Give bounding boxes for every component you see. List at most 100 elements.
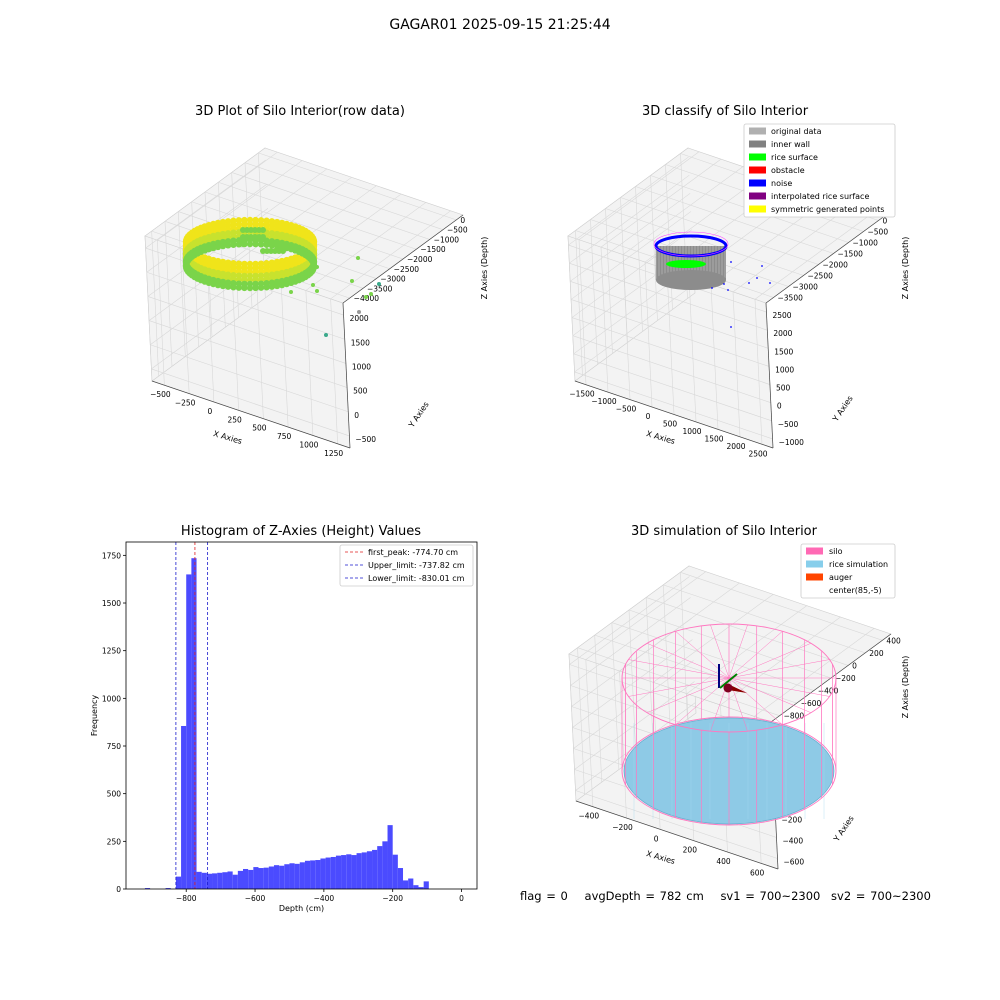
plot4-z-tick: −600: [801, 699, 822, 708]
histogram-bar: [273, 865, 280, 889]
sv1-value: sv1 = 700~2300: [720, 889, 821, 903]
plot1-ring-point: [241, 284, 248, 292]
plot1-ring-point: [263, 284, 270, 291]
plot2-y-tick: 0: [777, 402, 782, 411]
plot1-z-tick: −2000: [407, 255, 433, 264]
histogram-x-tick: 0: [459, 894, 464, 903]
plot1-ring-point: [224, 242, 232, 249]
plot2-noise-point: [711, 287, 713, 289]
plot2-noise-point: [756, 277, 758, 279]
plot1-y-axis: [342, 302, 351, 449]
plot1-grid-x: [280, 282, 289, 428]
plot2-legend-label: noise: [771, 179, 792, 188]
histogram-bar: [237, 870, 243, 889]
plot2-legend-label: original data: [771, 127, 822, 136]
plot1-grid-z: [218, 181, 417, 250]
histogram-bar: [346, 854, 352, 889]
plot4-silo-roof-wire: [675, 677, 730, 725]
histogram-y-label: Frequency: [90, 695, 99, 737]
plot1-grid-z: [258, 152, 457, 221]
plot4-grid-z: [680, 572, 688, 720]
plot2-grid-z: [575, 230, 583, 376]
plot1-grid-y: [146, 271, 345, 340]
plot4-legend-label: rice simulation: [829, 560, 888, 569]
plot2-rice-surface: [666, 260, 706, 268]
histogram-bar: [377, 846, 383, 889]
plot4-x-tick: 200: [683, 846, 698, 855]
plot4-y-tick: −400: [783, 837, 804, 846]
plot1-x-label: X Axies: [212, 429, 243, 446]
plot4-silo-roof-wire: [728, 677, 783, 725]
plot2-y-tick: −500: [778, 420, 799, 429]
histogram-bar: [243, 868, 249, 889]
plot2-z-tick: −1000: [853, 239, 879, 248]
plot2-x-tick: −500: [616, 405, 637, 414]
plot4-legend-label: center(85,-5): [829, 586, 882, 595]
plot4-x-tick: −200: [612, 823, 633, 832]
plot4-y-tick: −200: [782, 816, 803, 825]
histogram-bar: [403, 880, 409, 889]
plot4-grid-z: [577, 647, 780, 716]
plot4-legend-swatch: [806, 560, 823, 568]
plot2-z-axis: [765, 214, 887, 304]
plot4-x-label: X Axies: [645, 849, 676, 866]
plot2-legend-label: obstacle: [771, 166, 805, 175]
histogram-y-tick: 1000: [102, 694, 121, 703]
plot1-ring-point: [230, 241, 237, 248]
histogram-bar: [253, 867, 259, 889]
histogram-y-tick: 1750: [102, 551, 121, 560]
sv2-value: sv2 = 700~2300: [831, 889, 931, 903]
plot2-x-tick: 1000: [682, 427, 701, 436]
plot1-ring-point: [224, 283, 232, 290]
plot1-z-tick: −3000: [380, 275, 406, 284]
plot2-noise-point: [723, 283, 725, 285]
plot2-z-tick: 0: [883, 217, 888, 226]
plot1-ring-point: [219, 242, 227, 250]
plot2-grid-x: [578, 239, 587, 385]
plot4-silo-roof-wire: [728, 624, 748, 679]
plot4-silo-roof-wire: [675, 631, 730, 679]
plot4-silo-roof-wire: [628, 677, 730, 697]
histogram-y-tick: 0: [116, 885, 121, 894]
plot2-grid-y: [572, 335, 771, 403]
plot1-outlier-point: [377, 282, 381, 286]
plot4-silo-roof-wire: [728, 643, 812, 679]
plot1-z-tick: −1000: [434, 235, 460, 244]
histogram-y-tick: 1250: [102, 647, 121, 656]
plot4-grid-z: [646, 597, 849, 666]
plot4-y-tick: −600: [784, 858, 805, 867]
plot1-ring-point: [268, 283, 276, 290]
plot4-silo-roof-wire: [646, 677, 730, 713]
plot4-grid-z: [628, 609, 832, 679]
histogram-title: Histogram of Z-Axies (Height) Values: [180, 524, 422, 539]
histogram-bar: [356, 853, 362, 889]
plot2-y-tick: 1500: [774, 347, 793, 356]
plot4-grid-z: [594, 635, 603, 783]
plot2-grid-y: [570, 211, 692, 300]
plot2-grid-x: [732, 203, 854, 293]
plot2-noise-point: [727, 289, 729, 291]
histogram-bar: [392, 854, 398, 889]
plot2-y-axis: [765, 302, 774, 449]
plot4-silo-roof-wire: [728, 631, 783, 679]
plot2-interp-ring: [653, 231, 729, 257]
histogram-bar: [284, 864, 290, 889]
plot1-grid-y: [151, 368, 350, 437]
histogram-frame: [125, 541, 478, 890]
plot1-grid-y: [148, 320, 348, 388]
plot2-x-axis: [574, 380, 774, 449]
plot2-x-tick: 2000: [726, 442, 745, 451]
plot2-z-label: Z Axies (Depth): [901, 237, 910, 300]
plot2-x-tick: 2500: [748, 449, 767, 458]
plot2-noise-point: [769, 282, 771, 284]
histogram-bar: [351, 855, 357, 889]
plot2-y-tick: 2500: [772, 311, 791, 320]
histogram-bar: [165, 888, 171, 889]
histogram-bar: [325, 857, 331, 889]
plot4-z-tick: 200: [869, 649, 884, 658]
histogram-bar: [258, 868, 264, 889]
plot2-x-tick: −1000: [591, 397, 617, 406]
histogram-y-tick: 500: [107, 790, 122, 799]
plot2-y-label: Y Axies: [831, 394, 855, 424]
plot4-legend: [800, 543, 896, 599]
